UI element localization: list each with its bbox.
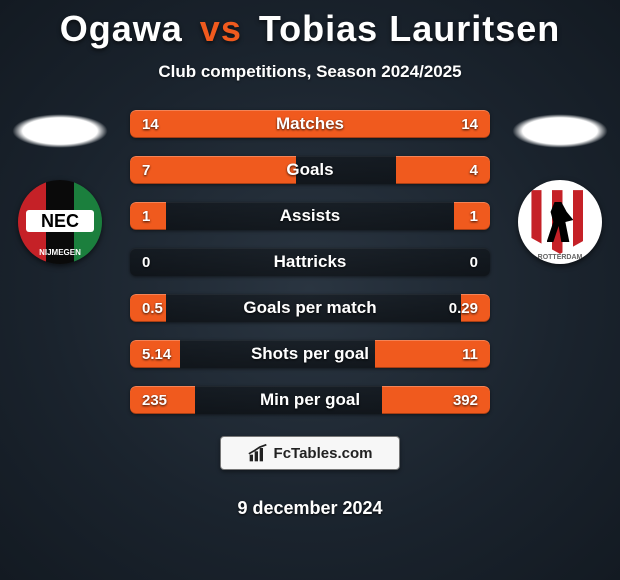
player1-name: Ogawa — [60, 8, 183, 49]
club-badge-left: NEC NIJMEGEN — [18, 180, 102, 264]
vs-label: vs — [200, 8, 242, 49]
stat-value-left: 7 — [142, 162, 150, 179]
stat-value-right: 14 — [461, 116, 478, 133]
player-left-column: NEC NIJMEGEN — [0, 110, 120, 264]
stat-value-right: 1 — [470, 208, 478, 225]
stat-value-right: 0.29 — [449, 300, 478, 317]
stat-label: Hattricks — [130, 252, 490, 272]
stat-row: 0.5Goals per match0.29 — [130, 294, 490, 322]
stat-value-right: 11 — [462, 346, 478, 363]
fctables-watermark: FcTables.com — [220, 436, 400, 470]
stat-value-left: 1 — [142, 208, 150, 225]
stat-value-right: 4 — [470, 162, 478, 179]
club-badge-right: ROTTERDAM — [518, 180, 602, 264]
stat-value-left: 0.5 — [142, 300, 163, 317]
stat-label: Assists — [130, 206, 490, 226]
stat-value-right: 0 — [470, 254, 478, 271]
stat-row: 235Min per goal392 — [130, 386, 490, 414]
stat-label: Goals per match — [130, 298, 490, 318]
stat-row: 7Goals4 — [130, 156, 490, 184]
stats-table: 14Matches14 7Goals4 1Assists1 0Hattricks0 0.… — [130, 110, 490, 414]
date-label: 9 december 2024 — [0, 498, 620, 519]
stat-row: 14Matches14 — [130, 110, 490, 138]
player-right-column: ROTTERDAM — [500, 110, 620, 264]
club-left-abbr: NEC — [18, 211, 102, 232]
stat-value-left: 14 — [142, 116, 159, 133]
subtitle: Club competitions, Season 2024/2025 — [0, 62, 620, 82]
player-right-photo — [512, 114, 608, 148]
fctables-text: FcTables.com — [274, 445, 373, 462]
stat-value-left: 0 — [142, 254, 150, 271]
stat-value-left: 235 — [142, 392, 167, 409]
sparta-figure-icon — [547, 202, 574, 242]
content-area: NEC NIJMEGEN 14Matches147Goals41Assists1… — [0, 110, 620, 414]
stat-row: 0Hattricks0 — [130, 248, 490, 276]
club-right-city: ROTTERDAM — [521, 254, 598, 261]
stat-row: 1Assists1 — [130, 202, 490, 230]
player-left-photo — [12, 114, 108, 148]
stat-value-left: 5.14 — [142, 346, 171, 363]
club-left-city: NIJMEGEN — [18, 248, 102, 257]
stat-value-right: 392 — [453, 392, 478, 409]
comparison-title: Ogawa vs Tobias Lauritsen — [0, 0, 620, 50]
player2-name: Tobias Lauritsen — [259, 8, 560, 49]
bar-chart-icon — [248, 443, 268, 463]
stat-bar-left — [130, 156, 296, 184]
stat-row: 5.14Shots per goal11 — [130, 340, 490, 368]
